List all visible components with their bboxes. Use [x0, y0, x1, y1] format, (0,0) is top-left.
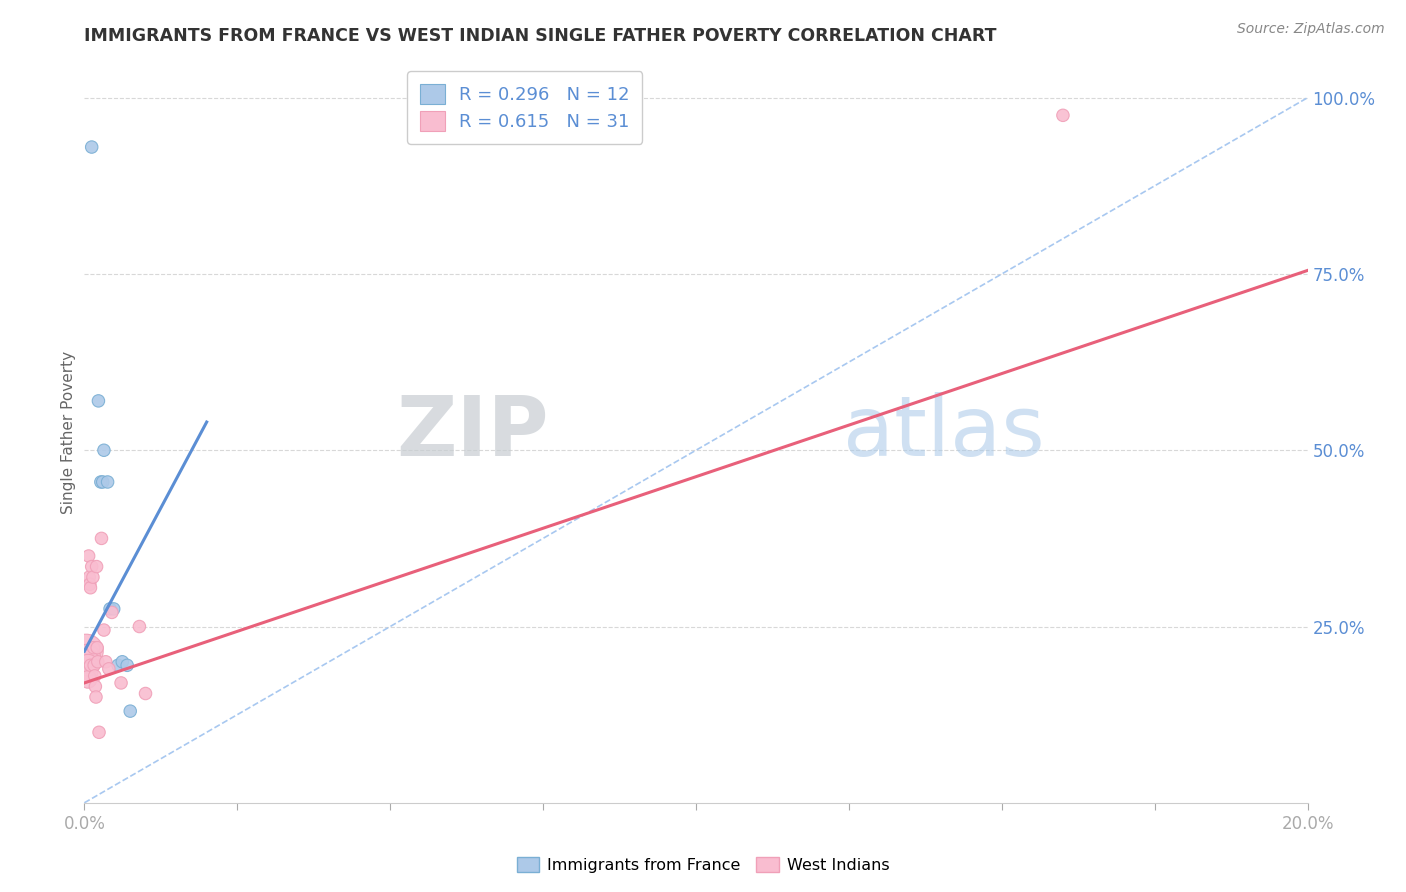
Point — [76, 651, 98, 665]
Point — [75, 644, 97, 658]
Point — [83, 658, 105, 673]
Point — [84, 680, 107, 694]
Point — [91, 475, 114, 489]
Point — [98, 602, 121, 616]
Point — [79, 658, 101, 673]
Point — [1052, 108, 1074, 122]
Point — [84, 690, 107, 704]
Point — [83, 669, 105, 683]
Point — [86, 640, 108, 655]
Text: Source: ZipAtlas.com: Source: ZipAtlas.com — [1237, 22, 1385, 37]
Point — [79, 581, 101, 595]
Point — [77, 658, 100, 673]
Point — [107, 658, 129, 673]
Point — [135, 686, 157, 700]
Point — [77, 549, 100, 563]
Point — [77, 673, 100, 687]
Point — [79, 577, 101, 591]
Point — [87, 393, 110, 408]
Point — [82, 570, 104, 584]
Text: atlas: atlas — [842, 392, 1045, 473]
Point — [90, 532, 112, 546]
Point — [77, 570, 100, 584]
Point — [101, 606, 124, 620]
Point — [94, 655, 117, 669]
Point — [93, 443, 115, 458]
Point — [128, 619, 150, 633]
Point — [97, 475, 120, 489]
Point — [76, 655, 98, 669]
Point — [80, 559, 103, 574]
Text: ZIP: ZIP — [396, 392, 550, 473]
Point — [93, 623, 115, 637]
Point — [83, 640, 105, 655]
Point — [110, 676, 132, 690]
Point — [90, 475, 112, 489]
Point — [120, 704, 142, 718]
Legend: Immigrants from France, West Indians: Immigrants from France, West Indians — [510, 851, 896, 880]
Point — [103, 602, 125, 616]
Point — [87, 655, 110, 669]
Legend: R = 0.296   N = 12, R = 0.615   N = 31: R = 0.296 N = 12, R = 0.615 N = 31 — [406, 71, 643, 144]
Text: IMMIGRANTS FROM FRANCE VS WEST INDIAN SINGLE FATHER POVERTY CORRELATION CHART: IMMIGRANTS FROM FRANCE VS WEST INDIAN SI… — [84, 27, 997, 45]
Y-axis label: Single Father Poverty: Single Father Poverty — [60, 351, 76, 514]
Point — [86, 559, 108, 574]
Point — [115, 658, 138, 673]
Point — [111, 655, 134, 669]
Point — [87, 725, 110, 739]
Point — [77, 665, 100, 680]
Point — [80, 140, 103, 154]
Point — [97, 662, 120, 676]
